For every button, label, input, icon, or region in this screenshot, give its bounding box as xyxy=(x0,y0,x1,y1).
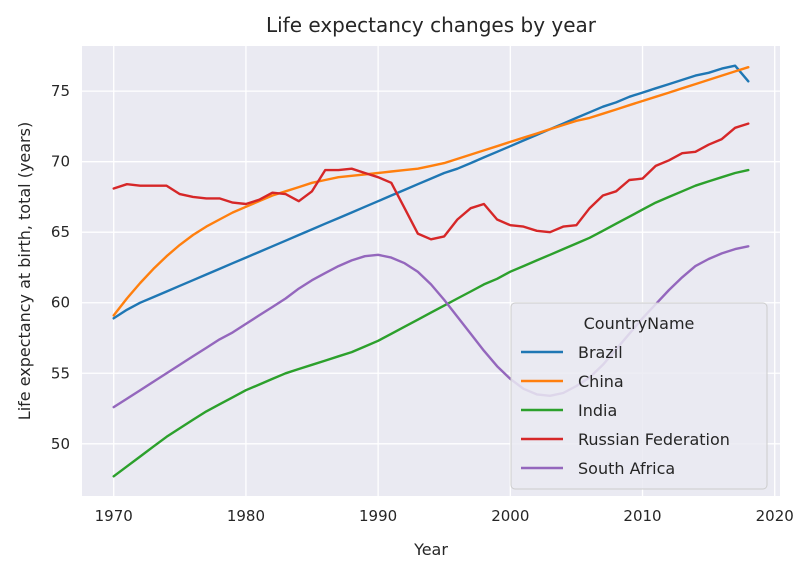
x-axis-label: Year xyxy=(413,540,448,559)
x-tick-labels: 1970 1980 1990 2000 2010 2020 xyxy=(95,507,794,525)
y-axis-label: Life expectancy at birth, total (years) xyxy=(15,122,34,420)
chart-title: Life expectancy changes by year xyxy=(266,13,597,37)
y-tick-labels: 50 55 60 65 70 75 xyxy=(51,82,70,453)
legend: CountryName Brazil China India Russian Fede… xyxy=(510,302,768,490)
legend-box xyxy=(510,302,768,490)
x-tick-label: 2000 xyxy=(491,507,529,525)
y-tick-label: 55 xyxy=(51,364,70,382)
y-tick-label: 75 xyxy=(51,82,70,100)
series-line-india xyxy=(112,168,750,478)
x-tick-label: 1980 xyxy=(227,507,265,525)
legend-label: Brazil xyxy=(578,343,623,362)
series-line-russian-federation xyxy=(112,122,750,241)
x-tick-label: 1990 xyxy=(359,507,397,525)
series-line-brazil xyxy=(112,64,750,320)
x-tick-label: 2020 xyxy=(756,507,794,525)
x-tick-label: 2010 xyxy=(623,507,661,525)
series-line-china xyxy=(112,65,750,317)
legend-label: South Africa xyxy=(578,459,675,478)
series-lines xyxy=(112,64,750,478)
legend-label: India xyxy=(578,401,617,420)
legend-label: China xyxy=(578,372,624,391)
x-tick-label: 1970 xyxy=(95,507,133,525)
legend-title: CountryName xyxy=(584,314,695,333)
y-tick-label: 65 xyxy=(51,223,70,241)
legend-items: Brazil China India Russian Federation South … xyxy=(521,343,730,478)
y-tick-label: 70 xyxy=(51,153,70,171)
y-tick-label: 50 xyxy=(51,435,70,453)
legend-label: Russian Federation xyxy=(578,430,730,449)
y-tick-label: 60 xyxy=(51,294,70,312)
